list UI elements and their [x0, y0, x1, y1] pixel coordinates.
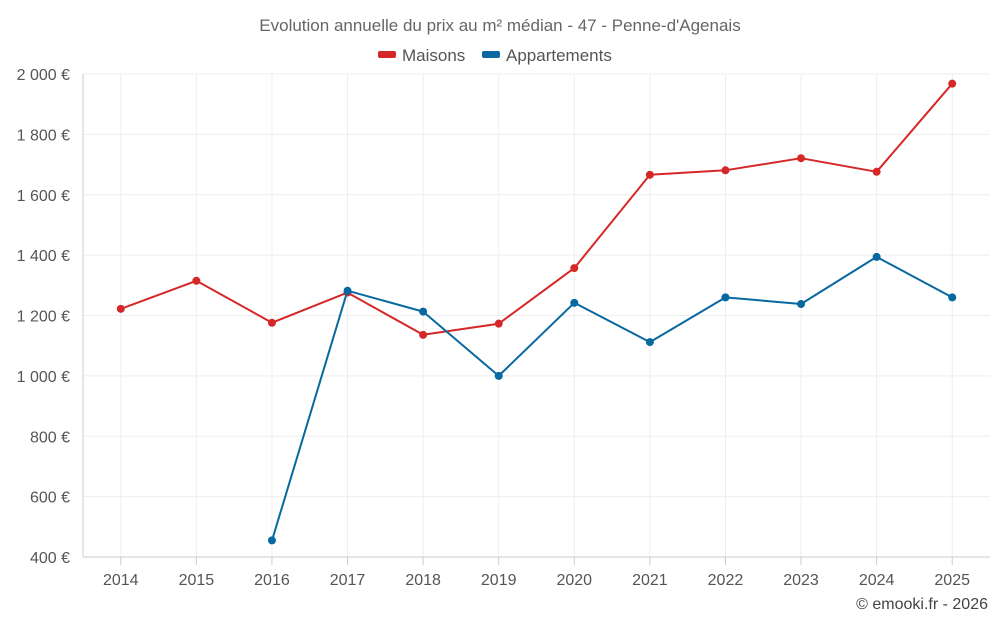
point-maisons-2019[interactable]: [494, 319, 503, 328]
point-maisons-2023[interactable]: [797, 154, 806, 163]
legend: Maisons Appartements: [378, 46, 612, 65]
x-tick-label-2020: 2020: [556, 572, 592, 589]
x-tick-label-2021: 2021: [632, 572, 668, 589]
point-maisons-2025[interactable]: [948, 79, 957, 88]
x-tick-label-2016: 2016: [254, 572, 290, 589]
point-maisons-2015[interactable]: [192, 276, 201, 285]
y-tick-label-1200: 1 200 €: [17, 309, 70, 326]
x-tick-label-2025: 2025: [934, 572, 970, 589]
legend-item-appartements[interactable]: Appartements: [482, 46, 612, 65]
series-maisons: [116, 79, 957, 339]
x-tick-label-2018: 2018: [405, 572, 441, 589]
x-tick-label-2024: 2024: [859, 572, 895, 589]
x-tick-label-2015: 2015: [179, 572, 215, 589]
y-tick-label-800: 800 €: [30, 429, 70, 446]
chart-title: Evolution annuelle du prix au m² médian …: [259, 16, 740, 35]
point-appartements-2025[interactable]: [948, 293, 957, 302]
point-maisons-2020[interactable]: [570, 264, 579, 273]
point-maisons-2014[interactable]: [116, 304, 125, 313]
series-line-appartements: [271, 255, 953, 541]
y-tick-label-1600: 1 600 €: [17, 188, 70, 205]
legend-swatch-appartements: [482, 51, 500, 58]
point-appartements-2019[interactable]: [494, 371, 503, 380]
series: [116, 79, 957, 545]
point-appartements-2021[interactable]: [645, 338, 654, 347]
series-appartements: [267, 252, 957, 545]
legend-label-maisons: Maisons: [402, 46, 465, 65]
point-maisons-2021[interactable]: [645, 170, 654, 179]
point-appartements-2022[interactable]: [721, 293, 730, 302]
y-tick-label-600: 600 €: [30, 490, 70, 507]
y-tick-label-1000: 1 000 €: [17, 369, 70, 386]
y-tick-label-1400: 1 400 €: [17, 248, 70, 265]
point-maisons-2018[interactable]: [419, 330, 428, 339]
x-tick-label-2017: 2017: [330, 572, 366, 589]
point-appartements-2016[interactable]: [267, 536, 276, 545]
grid: [83, 73, 990, 558]
point-appartements-2017[interactable]: [343, 286, 352, 295]
y-tick-label-1800: 1 800 €: [17, 127, 70, 144]
series-line-maisons: [120, 83, 953, 336]
point-maisons-2022[interactable]: [721, 166, 730, 175]
point-appartements-2024[interactable]: [872, 252, 881, 261]
legend-label-appartements: Appartements: [506, 46, 612, 65]
credit-text: © emooki.fr - 2026: [856, 596, 988, 613]
point-maisons-2016[interactable]: [267, 318, 276, 327]
legend-item-maisons[interactable]: Maisons: [378, 46, 465, 65]
x-tick-label-2014: 2014: [103, 572, 139, 589]
point-appartements-2020[interactable]: [570, 298, 579, 307]
y-tick-label-2000: 2 000 €: [17, 67, 70, 84]
y-tick-label-400: 400 €: [30, 550, 70, 567]
point-maisons-2024[interactable]: [872, 167, 881, 176]
x-tick-label-2023: 2023: [783, 572, 819, 589]
point-appartements-2023[interactable]: [797, 300, 806, 309]
x-tick-label-2019: 2019: [481, 572, 517, 589]
legend-swatch-maisons: [378, 51, 396, 58]
x-tick-label-2022: 2022: [708, 572, 744, 589]
point-appartements-2018[interactable]: [419, 307, 428, 316]
axes: 400 € 600 € 800 € 1 000 € 1 200 € 1 400 € 1 60…: [17, 67, 990, 589]
